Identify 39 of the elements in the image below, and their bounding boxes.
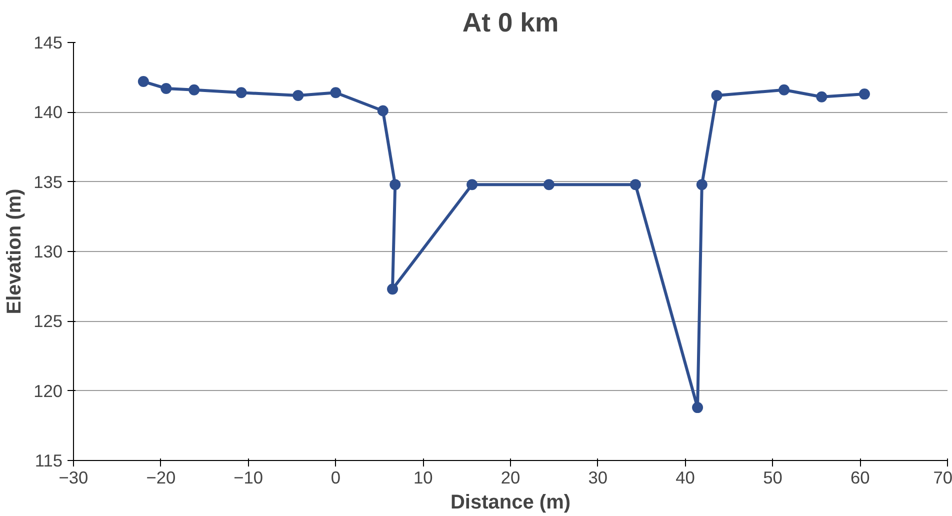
y-tick-label: 125 (34, 311, 63, 332)
point (816, 91, 828, 102)
point (390, 179, 401, 190)
x-tick-label: 20 (500, 468, 520, 488)
y-axis-title: Elevation (m) (4, 188, 26, 314)
point (188, 84, 200, 96)
point (160, 82, 172, 94)
y-tick-label: 135 (34, 172, 63, 192)
y-tick-label: 120 (34, 380, 63, 401)
x-tick-label: 30 (588, 468, 608, 488)
x-tick-label: −30 (58, 468, 88, 488)
point (696, 179, 708, 190)
x-tick-label: 70 (933, 468, 952, 488)
x-tick-label: 10 (413, 468, 433, 488)
point (858, 88, 870, 100)
x-tick-label: −20 (146, 468, 176, 488)
point (466, 179, 478, 190)
point (138, 76, 149, 88)
chart-title: At 0 km (462, 8, 559, 38)
y-tick-label: 145 (34, 32, 63, 52)
y-tick-label: 115 (34, 450, 63, 470)
x-tick-label: 0 (330, 468, 341, 488)
x-tick-label: 50 (763, 468, 782, 488)
x-tick-label: −10 (234, 468, 264, 488)
point (711, 90, 722, 101)
point (236, 87, 247, 98)
y-tick-label: 130 (34, 242, 63, 262)
point (377, 105, 388, 116)
point (330, 87, 342, 98)
x-axis-title: Distance (m) (450, 492, 571, 514)
x-tick-label: 60 (850, 468, 870, 488)
y-tick-label: 140 (34, 102, 63, 122)
point (543, 179, 554, 190)
x-tick-label: 40 (676, 468, 695, 488)
point (292, 90, 304, 101)
point (692, 402, 704, 414)
point (778, 84, 790, 96)
point (630, 179, 641, 190)
point (387, 284, 398, 295)
